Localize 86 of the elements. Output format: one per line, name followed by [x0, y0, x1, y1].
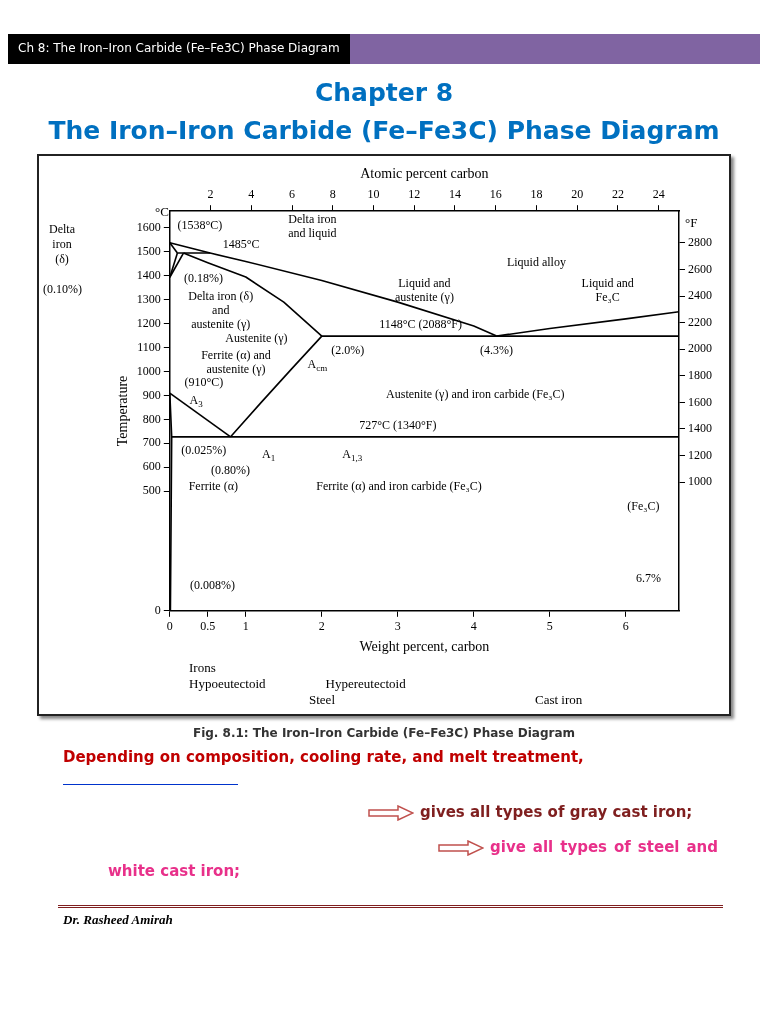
text: gives all types of gray cast iron;	[419, 803, 694, 821]
annotation: (0.80%)	[211, 463, 251, 477]
text: Hypoeutectoid	[189, 676, 266, 692]
x2-tick-label: 14	[448, 187, 461, 202]
x2-tick-label: 24	[652, 187, 665, 202]
y2-tick-label: 1400	[688, 421, 712, 436]
annotation: (2.0%)	[331, 343, 365, 358]
annotation: Liquid and austenite (γ)	[394, 276, 454, 305]
caption: Fig. 8.1: The Iron–Iron Carbide (Fe–Fe3C) Phase Diagram	[191, 726, 576, 740]
text: Delta iron (δ)	[49, 222, 75, 267]
x2-tick-label: 18	[530, 187, 543, 202]
x-tick-label: 1	[242, 619, 249, 634]
text: Irons	[189, 660, 216, 676]
annotation: Delta iron and liquid	[288, 212, 337, 241]
y-tick-label: 1400	[136, 267, 161, 282]
annotation: 727°C (1340°F)	[359, 418, 437, 432]
text: (0.10%)	[43, 282, 82, 297]
chart-title: Chapter 8	[313, 77, 455, 109]
annotation: Liquid alloy	[506, 255, 566, 270]
x2-axis-title: Atomic percent carbon	[360, 166, 489, 182]
chart-subtitle: The Iron–Iron Carbide (Fe–Fe3C) Phase Diagram	[47, 115, 721, 147]
x2-tick-label: 10	[367, 187, 380, 202]
x-tick-label: 6	[622, 619, 629, 634]
annotation: Austenite (γ) and iron carbide (Fe₃C)	[386, 387, 565, 402]
y-tick-label: 0	[154, 602, 161, 617]
y-tick-label: 600	[142, 459, 161, 474]
text: Cast iron	[535, 692, 583, 708]
x-axis-title: Weight percent, carbon	[359, 639, 490, 655]
annotation: Austenite (γ)	[225, 331, 288, 346]
y2-tick-label: 2800	[688, 234, 712, 249]
x-tick-label: 3	[394, 619, 401, 634]
y-tick-label: 1000	[136, 363, 161, 378]
text: °C	[155, 204, 169, 220]
annotation: 1485°C	[222, 237, 260, 252]
y-tick-label: 900	[142, 387, 161, 402]
annotation: 6.7%	[635, 570, 661, 585]
y2-tick-label: 1000	[688, 474, 712, 489]
y-tick-label: 1600	[136, 220, 161, 235]
x-tick-label: 0.5	[200, 619, 216, 634]
annotation: Liquid and Fe₃C	[581, 276, 634, 305]
text: Steel	[309, 692, 335, 708]
annotation: (1538°C)	[177, 217, 223, 232]
x2-tick-label: 12	[408, 187, 421, 202]
annotation: (910°C)	[184, 375, 224, 390]
y2-tick-label: 1200	[688, 447, 712, 462]
text: Depending on composition, cooling rate, and melt treatment,	[63, 748, 585, 766]
y-tick-label: 800	[142, 411, 161, 426]
x2-tick-label: 4	[248, 187, 255, 202]
x2-tick-label: 20	[571, 187, 584, 202]
x2-tick-label: 6	[289, 187, 296, 202]
y2-tick-label: 2000	[688, 341, 712, 356]
y-tick-label: 1300	[136, 291, 161, 306]
annotation: 1148°C (2088°F)	[379, 317, 463, 332]
y2-tick-label: 2600	[688, 261, 712, 276]
y-tick-label: 1100	[137, 339, 161, 354]
y2-tick-label: 2400	[688, 288, 712, 303]
x-tick-label: 2	[318, 619, 325, 634]
x-tick-label: 0	[166, 619, 173, 634]
annotation: Ferrite (α) and austenite (γ)	[201, 348, 271, 377]
y-tick-label: 1500	[136, 244, 161, 259]
annotation: (0.025%)	[181, 443, 227, 457]
y2-tick-label: 1600	[688, 394, 712, 409]
text: give all types of steel and white cast iron;	[108, 838, 718, 880]
text: Ch 8: The Iron–Iron Carbide (Fe–Fe3C) Phase Diagram	[8, 34, 350, 64]
y2-tick-label: 1800	[688, 367, 712, 382]
y-tick-label: 500	[142, 483, 161, 498]
x2-tick-label: 16	[489, 187, 502, 202]
annotation: (4.3%)	[480, 343, 514, 358]
x-tick-label: 5	[546, 619, 553, 634]
y2-tick-label: 2200	[688, 314, 712, 329]
annotation: (0.008%)	[189, 577, 235, 592]
annotation: Ferrite (α) and iron carbide (Fe₃C)	[316, 479, 482, 494]
y2-axis-title: °F	[685, 214, 698, 230]
annotation: Ferrite (α)	[188, 478, 238, 493]
y-tick-label: 1200	[136, 315, 161, 330]
x2-tick-label: 8	[329, 187, 336, 202]
y-axis-title: Temperature	[115, 375, 131, 447]
x2-tick-label: 2	[207, 187, 214, 202]
text: Dr. Rasheed Amirah	[63, 912, 174, 928]
y-tick-label: 700	[142, 435, 161, 450]
x-tick-label: 4	[470, 619, 477, 634]
annotation: Delta iron (δ) and austenite (γ)	[188, 289, 254, 332]
x2-tick-label: 22	[611, 187, 624, 202]
text: Hypereutectoid	[325, 676, 406, 692]
annotation: (Fe₃C)	[627, 499, 660, 514]
annotation: (0.18%)	[183, 271, 223, 286]
